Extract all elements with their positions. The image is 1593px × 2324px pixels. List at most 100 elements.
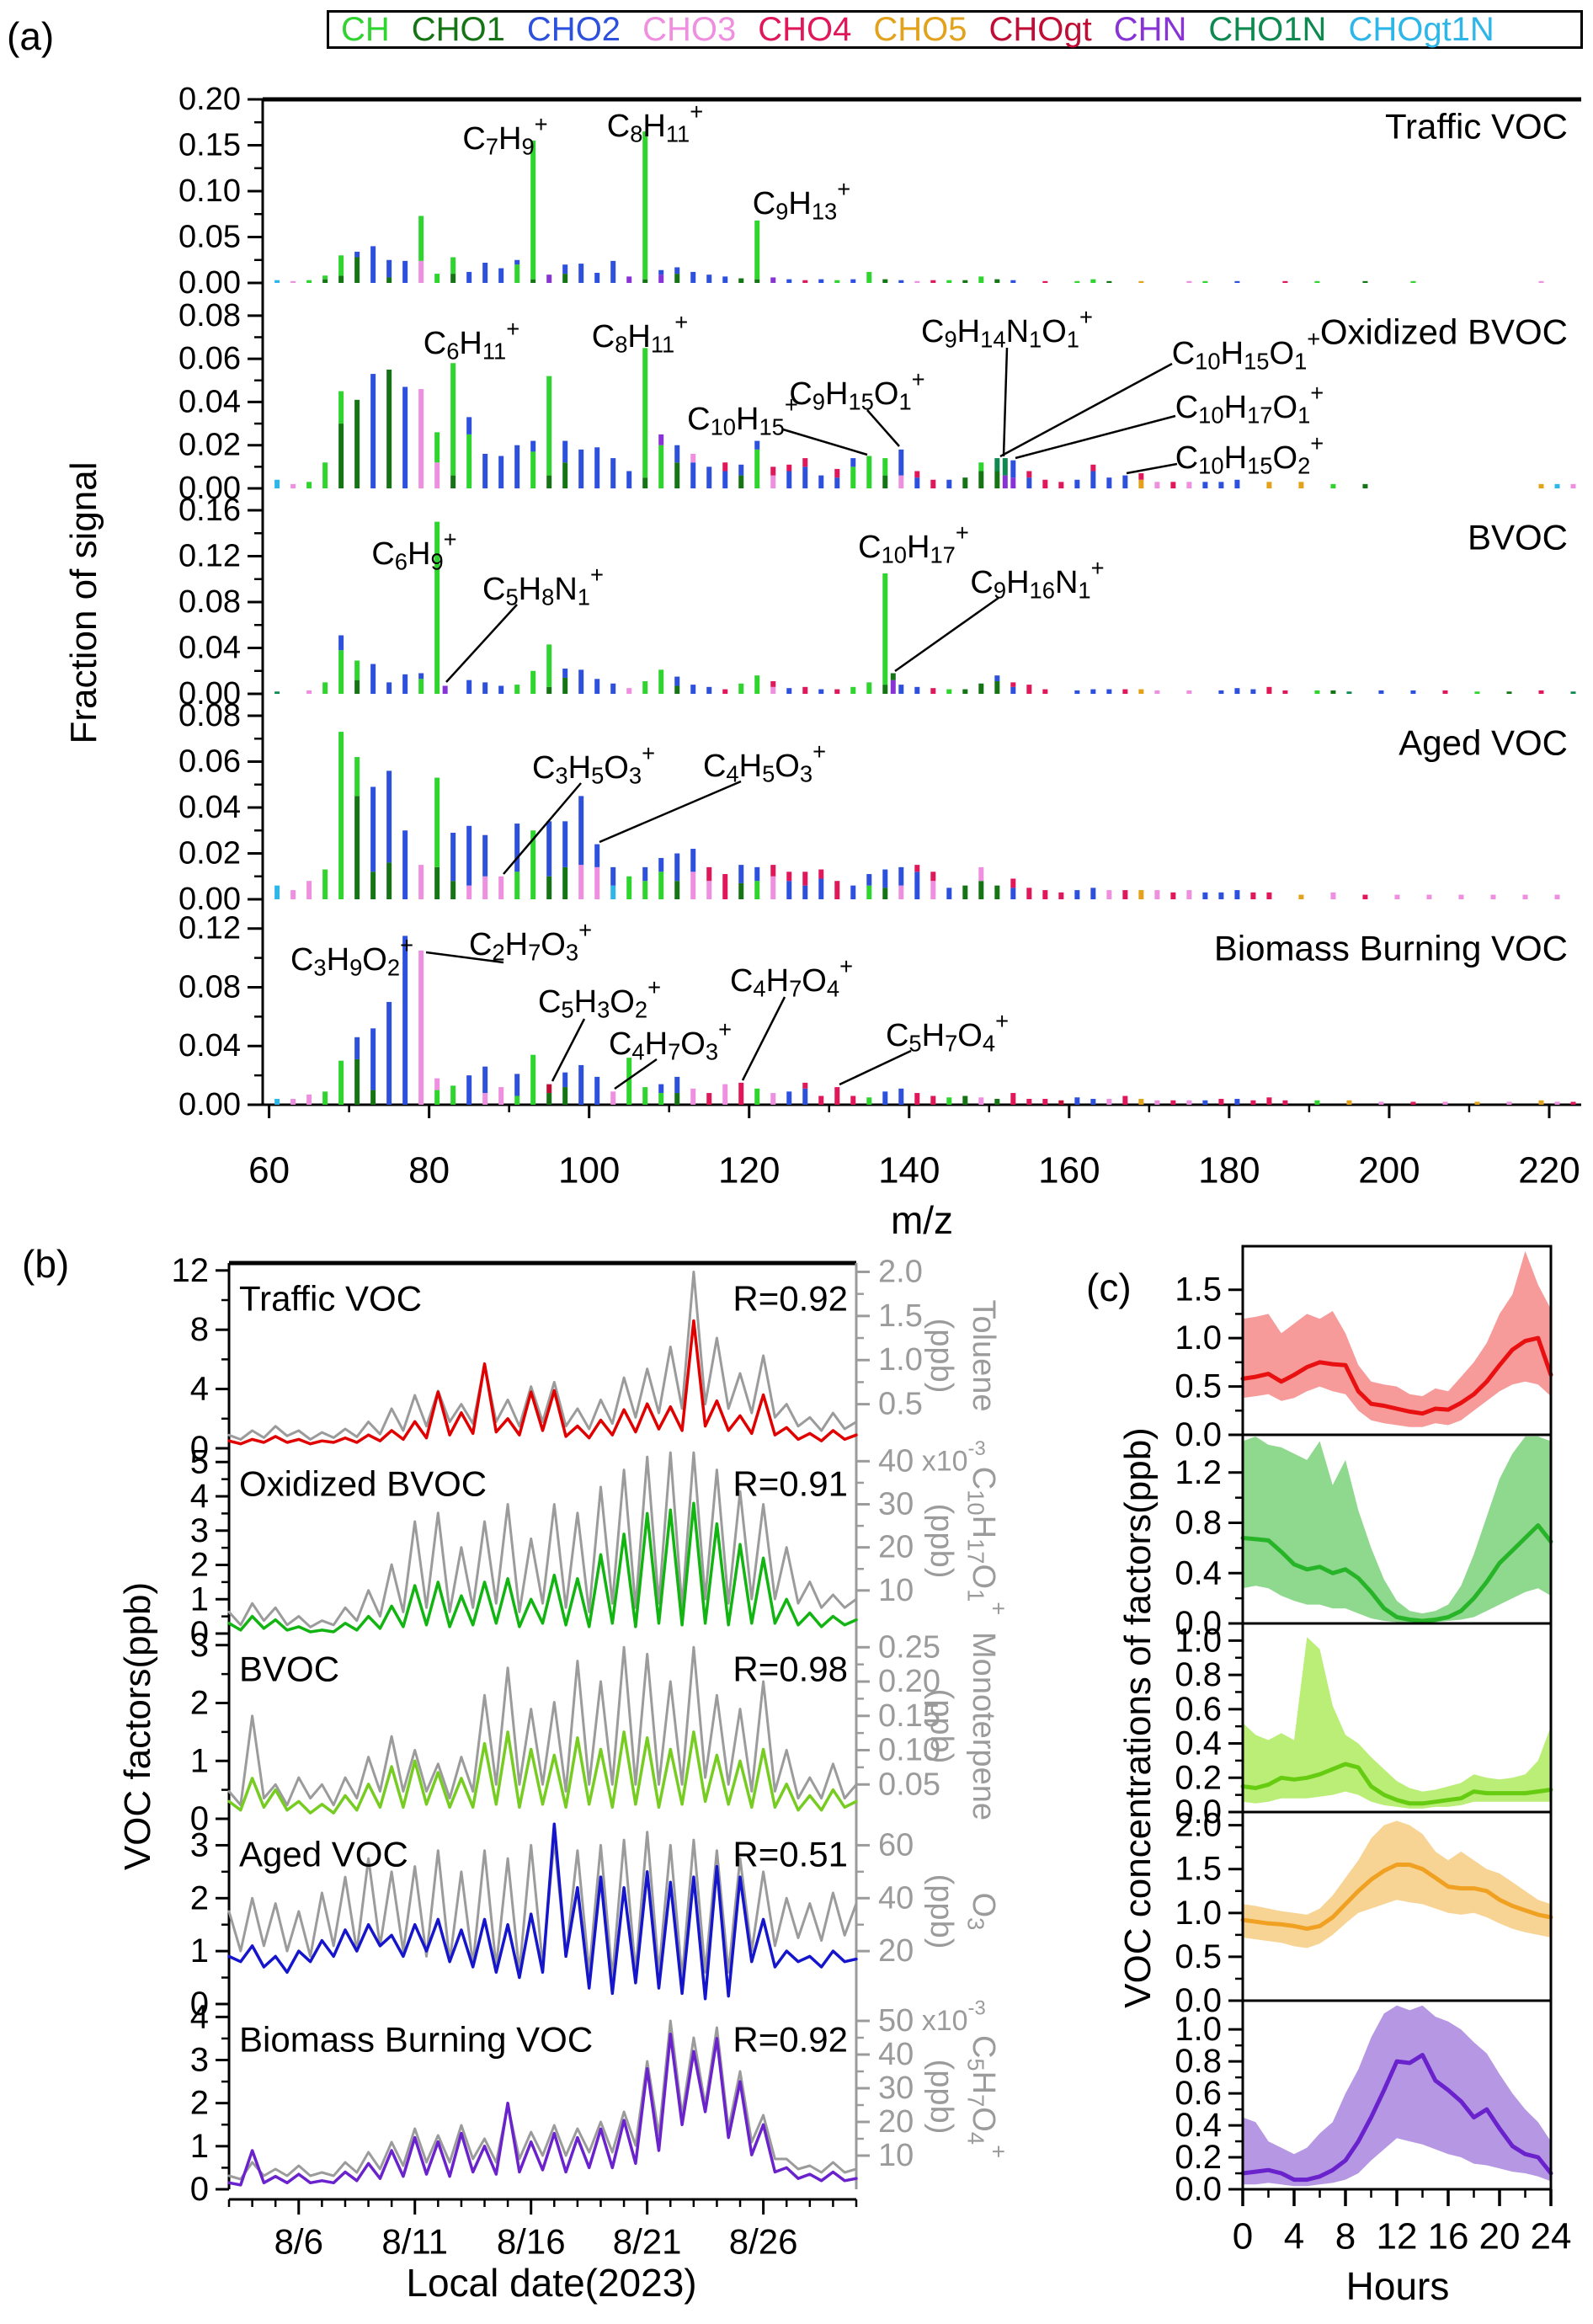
svg-text:0.10: 0.10 — [178, 173, 241, 209]
svg-text:4: 4 — [190, 1478, 209, 1515]
svg-text:0.2: 0.2 — [1175, 2139, 1222, 2176]
svg-text:Traffic VOC: Traffic VOC — [239, 1279, 422, 1319]
svg-text:8: 8 — [190, 1311, 209, 1348]
svg-text:0: 0 — [190, 1986, 209, 2023]
legend-item-CHN: CHN — [1113, 10, 1187, 48]
svg-text:12: 12 — [172, 1252, 210, 1289]
timeseries-aged-voc: 0 1 2 3 20 40 60 (ppb) O3 Aged VOC R=0.51 — [190, 1822, 1001, 2023]
panel-b-x-axis-title: Local date(2023) — [406, 2261, 697, 2305]
diurnal-4: 0.0 0.5 1.0 1.5 2.0 — [1175, 1807, 1553, 2019]
svg-text:1.0: 1.0 — [1175, 1622, 1222, 1659]
svg-text:0.15: 0.15 — [178, 128, 241, 163]
svg-text:0.00: 0.00 — [178, 265, 241, 301]
legend-item-CHOgt: CHOgt — [988, 10, 1092, 48]
svg-text:C4H7O3+: C4H7O3+ — [609, 1015, 732, 1064]
svg-text:0.6: 0.6 — [1175, 1691, 1222, 1728]
svg-text:0.5: 0.5 — [878, 1387, 923, 1422]
svg-text:C8H11+: C8H11+ — [607, 98, 704, 147]
svg-text:0.00: 0.00 — [178, 1087, 241, 1122]
svg-text:5: 5 — [190, 1443, 209, 1480]
svg-text:Traffic VOC: Traffic VOC — [1385, 107, 1568, 147]
svg-text:C9H15O1+: C9H15O1+ — [789, 365, 924, 414]
svg-text:0.0: 0.0 — [1175, 1794, 1222, 1831]
svg-text:C7H9+: C7H9+ — [462, 110, 547, 159]
svg-text:1: 1 — [190, 1932, 209, 1970]
svg-text:30: 30 — [878, 1487, 914, 1522]
svg-text:50 x10-3: 50 x10-3 — [878, 1996, 986, 2039]
svg-text:Biomass Burning VOC: Biomass Burning VOC — [1214, 929, 1568, 968]
svg-text:0.8: 0.8 — [1175, 1505, 1222, 1542]
svg-text:Monoterpene: Monoterpene — [966, 1632, 1001, 1820]
svg-text:Aged VOC: Aged VOC — [239, 1835, 408, 1874]
timeseries-bvoc: 0 1 2 3 0.050.100.150.200.25 (ppb) Monoterpene… — [190, 1627, 1001, 1837]
spectrum-biomass-burning-voc: 0.00 0.04 0.08 0.12 Biomass Burning VOC C3H9O… — [178, 911, 1576, 1122]
svg-text:0: 0 — [1233, 2216, 1253, 2257]
svg-text:BVOC: BVOC — [1468, 518, 1568, 557]
diurnal-2: 0.0 0.4 0.8 1.2 — [1175, 1433, 1553, 1642]
svg-text:220: 220 — [1518, 1150, 1580, 1191]
svg-text:160: 160 — [1038, 1150, 1100, 1191]
spectrum-oxidized-bvoc: 0.00 0.02 0.04 0.06 0.08 Oxidized BVOC C6H11+ C… — [178, 298, 1576, 506]
svg-text:0.4: 0.4 — [1175, 1554, 1222, 1591]
legend-item-CHO4: CHO4 — [758, 10, 852, 48]
svg-text:120: 120 — [718, 1150, 780, 1191]
spectrum-bvoc: 0.00 0.04 0.08 0.12 0.16 BVOC C6H9+ C5H8N1+ C10H… — [178, 493, 1576, 712]
panel-a-letter: (a) — [7, 14, 55, 58]
svg-text:8/21: 8/21 — [613, 2222, 682, 2262]
svg-text:C5H3O2+: C5H3O2+ — [538, 973, 661, 1022]
svg-text:C5H7O4+: C5H7O4+ — [886, 1007, 1009, 1056]
svg-text:0.16: 0.16 — [178, 493, 241, 528]
svg-text:(ppb): (ppb) — [924, 1504, 959, 1579]
svg-text:20: 20 — [878, 2104, 914, 2140]
svg-text:2.0: 2.0 — [1175, 1807, 1222, 1844]
svg-text:C5H8N1+: C5H8N1+ — [482, 561, 604, 610]
svg-text:3: 3 — [190, 2042, 209, 2079]
legend-item-CHO1N: CHO1N — [1208, 10, 1327, 48]
svg-text:1.0: 1.0 — [1175, 1319, 1222, 1357]
svg-text:0.00: 0.00 — [178, 676, 241, 712]
svg-text:0.08: 0.08 — [178, 698, 241, 733]
svg-text:180: 180 — [1198, 1150, 1260, 1191]
svg-text:0: 0 — [190, 1615, 209, 1652]
legend-item-CH: CH — [341, 10, 390, 48]
svg-text:0.8: 0.8 — [1175, 2043, 1222, 2080]
svg-text:4: 4 — [190, 1371, 209, 1408]
svg-text:0.4: 0.4 — [1175, 2107, 1222, 2144]
svg-text:C10H15+: C10H15+ — [687, 391, 798, 440]
svg-text:Biomass Burning VOC: Biomass Burning VOC — [239, 2020, 593, 2060]
svg-text:1: 1 — [190, 1580, 209, 1618]
svg-text:0.04: 0.04 — [178, 1028, 241, 1063]
svg-text:12: 12 — [1377, 2216, 1418, 2257]
svg-text:0.10: 0.10 — [878, 1733, 940, 1768]
svg-text:40: 40 — [878, 1880, 914, 1916]
svg-text:10: 10 — [878, 1573, 914, 1608]
svg-text:8/6: 8/6 — [274, 2222, 323, 2262]
svg-text:4: 4 — [190, 1998, 209, 2035]
svg-text:30: 30 — [878, 2071, 914, 2106]
svg-text:200: 200 — [1358, 1150, 1420, 1191]
svg-text:40: 40 — [878, 2037, 914, 2072]
svg-text:Oxidized BVOC: Oxidized BVOC — [1320, 312, 1568, 352]
panel-c-letter: (c) — [1086, 1266, 1132, 1309]
svg-text:C3H9O2+: C3H9O2+ — [290, 931, 413, 980]
svg-text:0.05: 0.05 — [178, 220, 241, 255]
svg-text:0.06: 0.06 — [178, 744, 241, 780]
svg-text:C10H17O1+: C10H17O1+ — [963, 1467, 1012, 1616]
svg-text:2: 2 — [190, 1685, 209, 1722]
panel-c: 0.00.51.01.50.00.40.81.20.00.20.40.60.81… — [1175, 1245, 1571, 2257]
svg-text:0.5: 0.5 — [1175, 1368, 1222, 1405]
panel-a: 60 80 100 120 140 160 180 200 220 0.00 0.05 0.10 0.1… — [178, 82, 1581, 1191]
svg-text:C5H7O4+: C5H7O4+ — [963, 2035, 1012, 2158]
legend-item-CHO1: CHO1 — [411, 10, 505, 48]
svg-text:C9H16N1+: C9H16N1+ — [970, 554, 1104, 603]
panel-b-letter: (b) — [22, 1242, 70, 1286]
svg-text:(ppb): (ppb) — [924, 2060, 959, 2135]
svg-text:C4H5O3+: C4H5O3+ — [703, 738, 826, 786]
svg-text:3: 3 — [190, 1512, 209, 1549]
svg-text:0.6: 0.6 — [1175, 2075, 1222, 2112]
svg-text:0.0: 0.0 — [1175, 2171, 1222, 2208]
svg-text:2.0: 2.0 — [878, 1254, 923, 1289]
svg-text:80: 80 — [408, 1150, 450, 1191]
